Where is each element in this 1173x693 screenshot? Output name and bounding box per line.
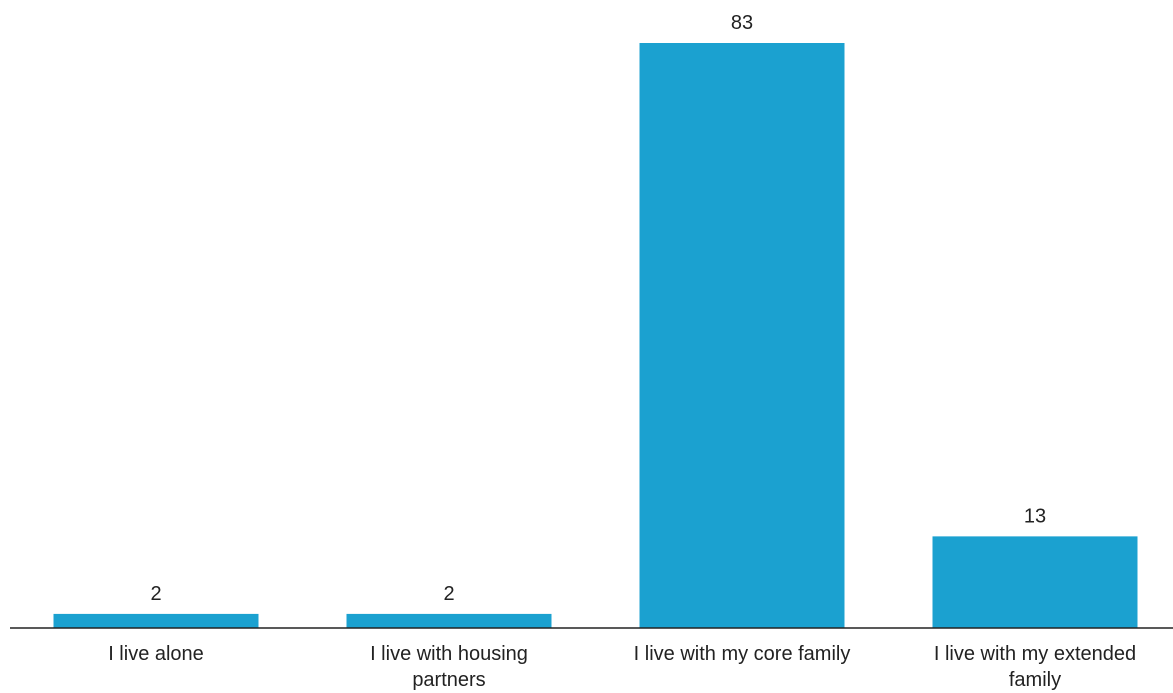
category-label: I live alone — [108, 643, 204, 665]
bar-value-label: 13 — [1024, 505, 1046, 527]
category-label: I live with my extended family — [934, 643, 1136, 691]
category-labels-group: I live alone I live with housing partnersI… — [108, 643, 1136, 691]
category-label-line: I live with my extended — [934, 643, 1136, 665]
bar — [932, 536, 1138, 628]
bar-value-label: 2 — [443, 583, 454, 605]
category-label-line: family — [1009, 669, 1061, 691]
category-label: I live with housing partners — [370, 643, 528, 691]
bar — [53, 613, 259, 628]
bar-value-label: 2 — [150, 583, 161, 605]
bar-value-label: 83 — [731, 12, 753, 34]
category-label-line: partners — [412, 669, 485, 691]
bars-group — [53, 43, 1138, 628]
value-labels-group: 2 2 83 13 — [150, 12, 1046, 605]
bar — [639, 43, 845, 628]
category-label-line: I live alone — [108, 643, 204, 665]
category-label-line: I live with housing — [370, 643, 528, 665]
category-label: I live with my core family — [634, 643, 851, 665]
category-label-line: I live with my core family — [634, 643, 851, 665]
bar — [346, 613, 552, 628]
